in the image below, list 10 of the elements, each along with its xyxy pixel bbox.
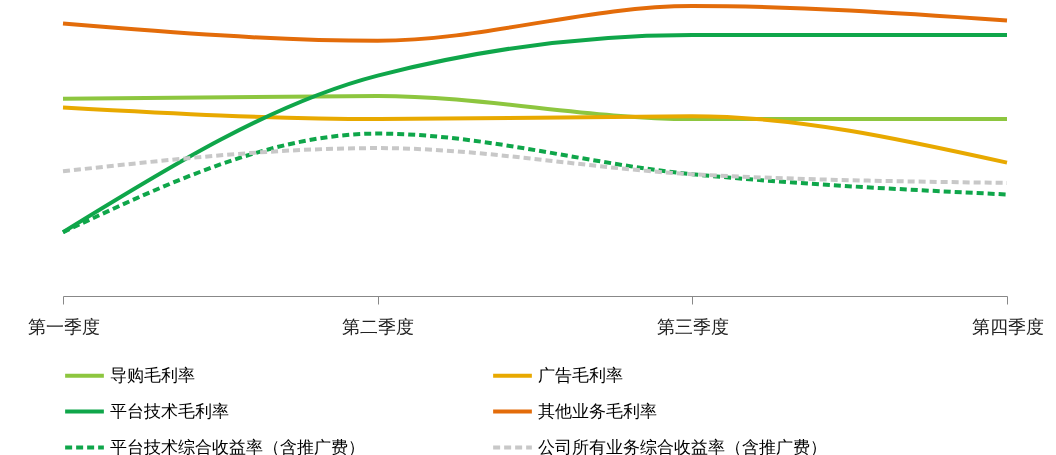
x-tick-label: 第四季度 bbox=[971, 315, 1044, 337]
x-tick-label: 第三季度 bbox=[656, 315, 729, 337]
x-tick-label: 第一季度 bbox=[27, 315, 100, 337]
legend-label: 公司所有业务综合收益率（含推广费） bbox=[538, 436, 827, 455]
legend-label: 平台技术毛利率 bbox=[110, 400, 229, 421]
legend-label: 导购毛利率 bbox=[110, 364, 195, 385]
x-tick-label: 第二季度 bbox=[342, 315, 415, 337]
legend-label: 平台技术综合收益率（含推广费） bbox=[110, 436, 365, 455]
legend-label: 广告毛利率 bbox=[538, 364, 623, 385]
legend-label: 其他业务毛利率 bbox=[538, 400, 657, 421]
